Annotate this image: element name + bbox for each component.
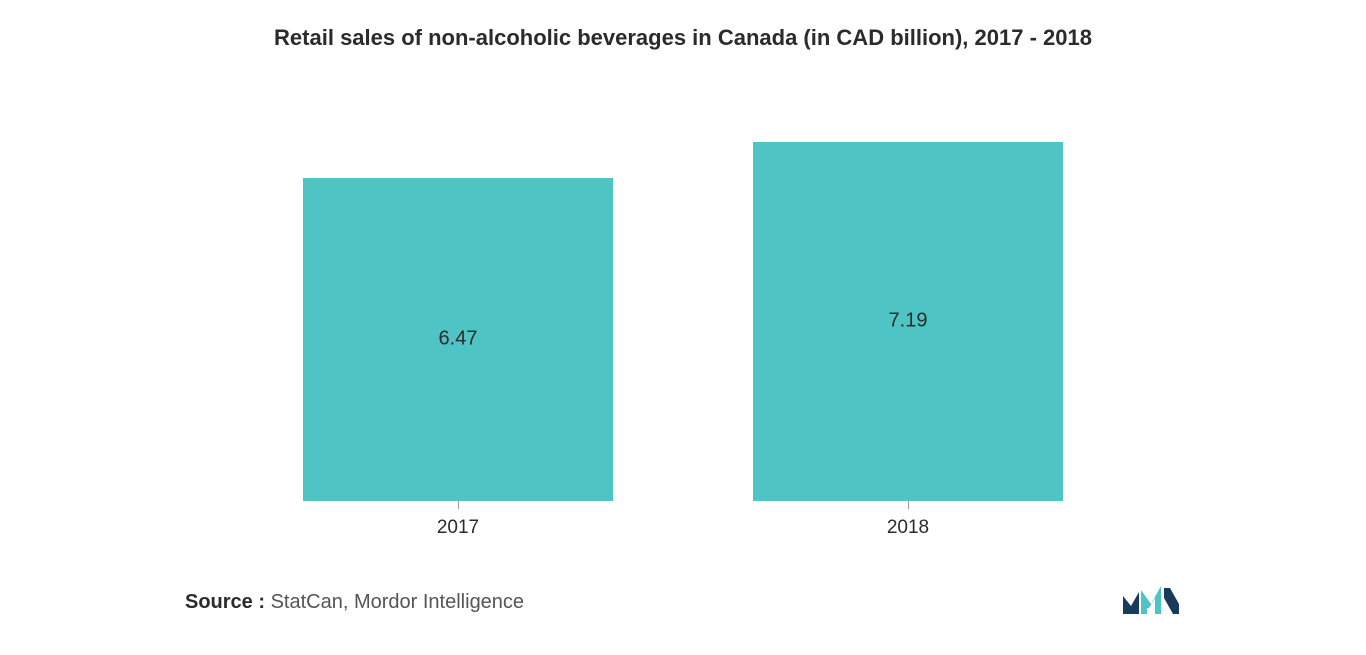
mordor-logo [1121, 584, 1181, 620]
chart-container: Retail sales of non-alcoholic beverages … [0, 0, 1366, 655]
source-row: Source : StatCan, Mordor Intelligence [0, 584, 1366, 620]
source-citation: Source : StatCan, Mordor Intelligence [185, 591, 524, 614]
bar-value-label: 7.19 [889, 310, 928, 333]
axis-tick [908, 501, 909, 509]
bar: 7.19 [753, 142, 1063, 502]
logo-icon [1121, 584, 1181, 620]
bar: 6.47 [303, 178, 613, 502]
x-axis-label: 2018 [887, 517, 929, 539]
bar-value-label: 6.47 [439, 328, 478, 351]
chart-plot-area: 6.47 7.19 [40, 101, 1326, 501]
axis-tick [458, 501, 459, 509]
x-label-wrapper: 2017 [303, 501, 613, 539]
source-label: Source : [185, 591, 265, 613]
x-axis: 2017 2018 [40, 501, 1326, 539]
bar-wrapper: 6.47 [303, 178, 613, 502]
x-axis-label: 2017 [437, 517, 479, 539]
x-label-wrapper: 2018 [753, 501, 1063, 539]
source-value: StatCan, Mordor Intelligence [265, 591, 524, 613]
chart-title: Retail sales of non-alcoholic beverages … [40, 25, 1326, 51]
bar-wrapper: 7.19 [753, 142, 1063, 502]
